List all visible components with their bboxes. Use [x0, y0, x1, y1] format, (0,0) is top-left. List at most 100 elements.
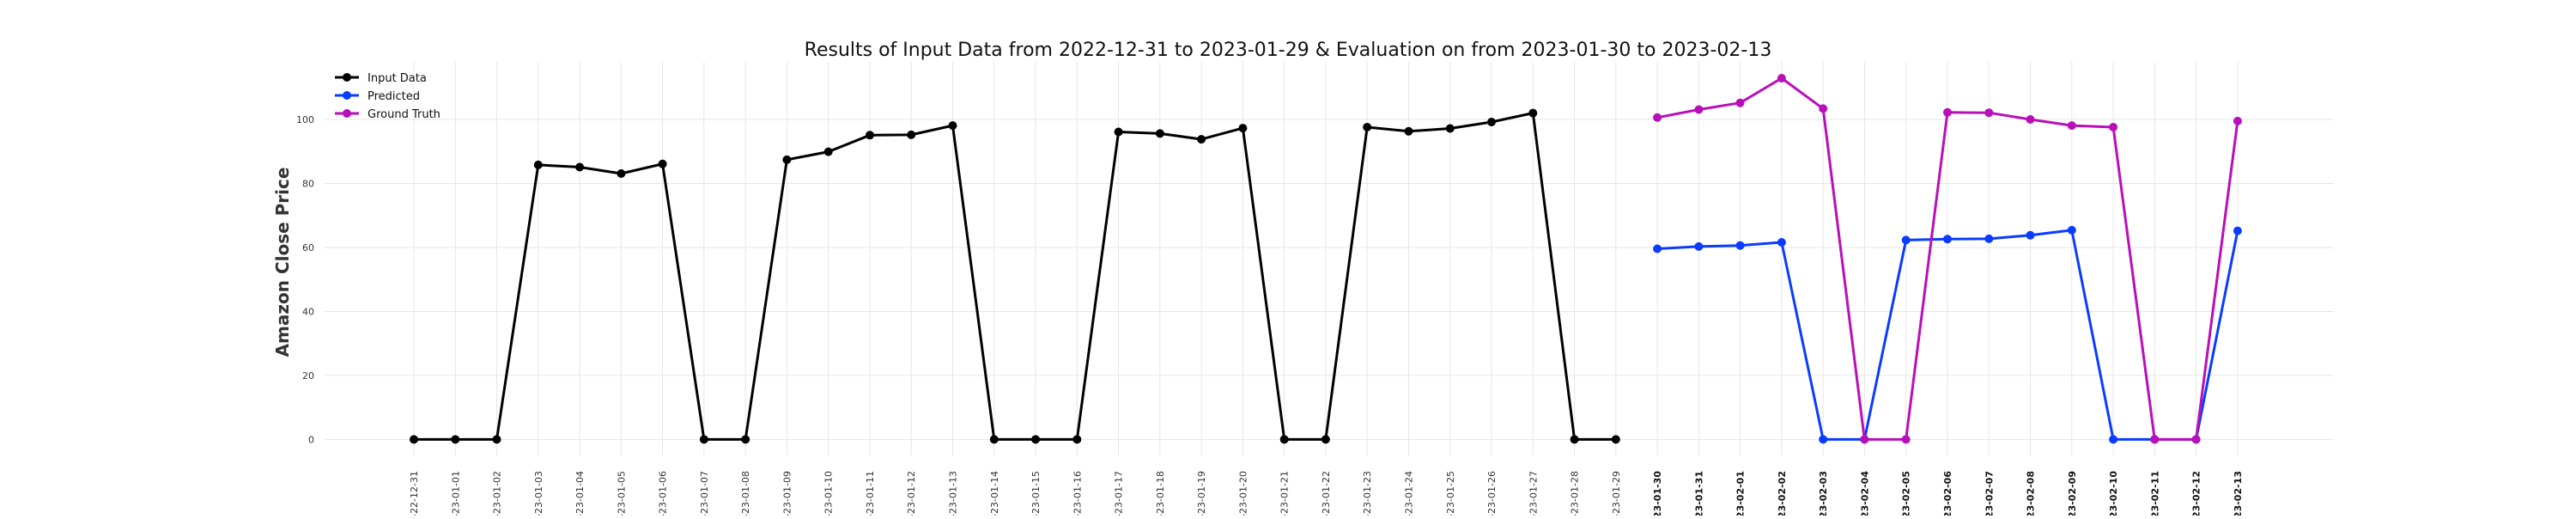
legend-label: Predicted	[368, 90, 420, 103]
x-tick-label: -23-02-02	[1777, 471, 1788, 516]
data-point-ground-truth	[1984, 108, 1994, 118]
data-point-predicted	[2067, 225, 2076, 235]
data-point-input-data	[1279, 435, 1289, 444]
y-tick-label: 20	[302, 370, 314, 382]
data-point-input-data	[1445, 124, 1455, 133]
x-tick-label: -23-01-25	[1445, 471, 1456, 516]
data-point-input-data	[1072, 435, 1082, 444]
x-tick-label: -23-01-11	[865, 471, 876, 516]
data-point-input-data	[1155, 129, 1164, 138]
data-point-predicted	[1694, 241, 1704, 251]
legend-label: Ground Truth	[368, 108, 440, 121]
data-point-input-data	[741, 435, 750, 444]
x-tick-label: -23-01-21	[1279, 471, 1291, 516]
y-tick-label: 40	[302, 306, 314, 317]
data-point-input-data	[866, 131, 874, 140]
x-tick-label: -23-01-09	[781, 471, 793, 516]
data-point-input-data	[1528, 108, 1538, 118]
data-point-ground-truth	[2233, 116, 2242, 125]
data-point-ground-truth	[1735, 98, 1745, 107]
data-point-ground-truth	[1943, 107, 1952, 117]
legend-swatch-marker	[343, 109, 351, 118]
y-axis-label: Amazon Close Price	[272, 168, 293, 357]
data-point-input-data	[907, 130, 916, 139]
x-tick-label: -23-01-26	[1486, 471, 1498, 516]
data-point-input-data	[492, 435, 501, 444]
y-tick-label: 0	[308, 434, 314, 445]
x-tick-label: -23-01-15	[1030, 471, 1042, 516]
grid-layer	[325, 62, 2334, 455]
y-tick-label: 100	[296, 114, 314, 125]
chart-title: Results of Input Data from 2022-12-31 to…	[805, 40, 1772, 61]
x-tick-label: -23-01-03	[533, 471, 544, 516]
data-point-input-data	[658, 159, 667, 168]
x-tick-label: -23-01-01	[450, 471, 461, 516]
data-point-predicted	[2109, 435, 2118, 444]
data-point-ground-truth	[1694, 105, 1704, 114]
x-tick-label: -23-01-18	[1155, 471, 1166, 516]
data-point-ground-truth	[1901, 435, 1911, 444]
data-point-input-data	[948, 121, 957, 131]
legend-swatch-marker	[343, 73, 351, 82]
x-tick-label: -23-01-17	[1114, 471, 1125, 516]
data-point-input-data	[1114, 127, 1123, 137]
data-point-predicted	[1943, 235, 1952, 244]
legend-swatch-marker	[343, 91, 351, 100]
data-point-predicted	[1819, 435, 1828, 444]
x-tick-label: -23-01-30	[1652, 471, 1663, 516]
x-tick-label: -23-01-16	[1072, 471, 1083, 516]
data-point-input-data	[533, 160, 543, 169]
x-tick-label: -23-01-20	[1237, 471, 1249, 516]
x-tick-label: -23-01-28	[1570, 471, 1581, 516]
data-point-input-data	[1404, 126, 1413, 136]
x-tick-label: -23-02-05	[1901, 471, 1912, 516]
x-tick-label: -23-01-19	[1196, 471, 1207, 516]
data-point-ground-truth	[1860, 435, 1869, 444]
data-point-predicted	[1777, 238, 1786, 247]
x-tick-label: -23-02-06	[1942, 471, 1953, 516]
x-tick-label: -23-02-09	[2067, 471, 2078, 516]
x-tick-label: -23-01-22	[1321, 471, 1332, 516]
data-point-input-data	[823, 147, 833, 156]
x-tick-label: -23-01-10	[823, 471, 835, 516]
x-tick-label: -23-01-06	[658, 471, 669, 516]
data-point-input-data	[1238, 124, 1248, 133]
data-point-ground-truth	[1653, 113, 1662, 122]
x-tick-label: -23-01-07	[699, 471, 710, 516]
series-ground-truth	[1653, 74, 2242, 444]
x-tick-label: -23-01-05	[616, 471, 627, 516]
data-point-input-data	[1321, 435, 1330, 444]
x-tick-label: -23-01-08	[740, 471, 751, 516]
x-tick-label: -23-02-08	[2026, 471, 2037, 516]
series-input-data	[410, 108, 1620, 444]
legend: Input Data Predicted Ground Truth	[335, 72, 440, 121]
data-point-input-data	[989, 435, 999, 444]
series-layer	[410, 74, 2242, 444]
data-point-input-data	[617, 169, 626, 178]
data-point-ground-truth	[2150, 435, 2160, 444]
data-point-input-data	[1363, 123, 1372, 131]
x-tick-label: -23-01-14	[989, 471, 1000, 516]
legend-label: Input Data	[368, 72, 427, 85]
data-point-input-data	[410, 435, 418, 444]
x-tick-label: -23-02-03	[1818, 471, 1829, 516]
data-point-predicted	[2233, 226, 2242, 235]
legend-item-predicted: Predicted	[335, 90, 420, 103]
x-tick-label: -23-01-13	[948, 471, 959, 516]
data-point-ground-truth	[2026, 115, 2035, 124]
x-tick-label: -23-02-04	[1859, 471, 1870, 516]
data-point-predicted	[2026, 230, 2035, 240]
data-point-input-data	[1611, 435, 1620, 444]
data-point-ground-truth	[2109, 123, 2118, 131]
data-point-predicted	[1901, 235, 1911, 245]
x-tick-label: -23-01-27	[1528, 471, 1539, 516]
data-point-ground-truth	[2067, 121, 2076, 131]
data-point-ground-truth	[2191, 435, 2201, 444]
x-tick-label: -23-01-23	[1362, 471, 1373, 516]
data-point-input-data	[1031, 435, 1041, 444]
y-tick-label: 60	[302, 242, 314, 253]
data-point-input-data	[1197, 135, 1206, 144]
x-tick-label: -22-12-31	[409, 471, 420, 516]
